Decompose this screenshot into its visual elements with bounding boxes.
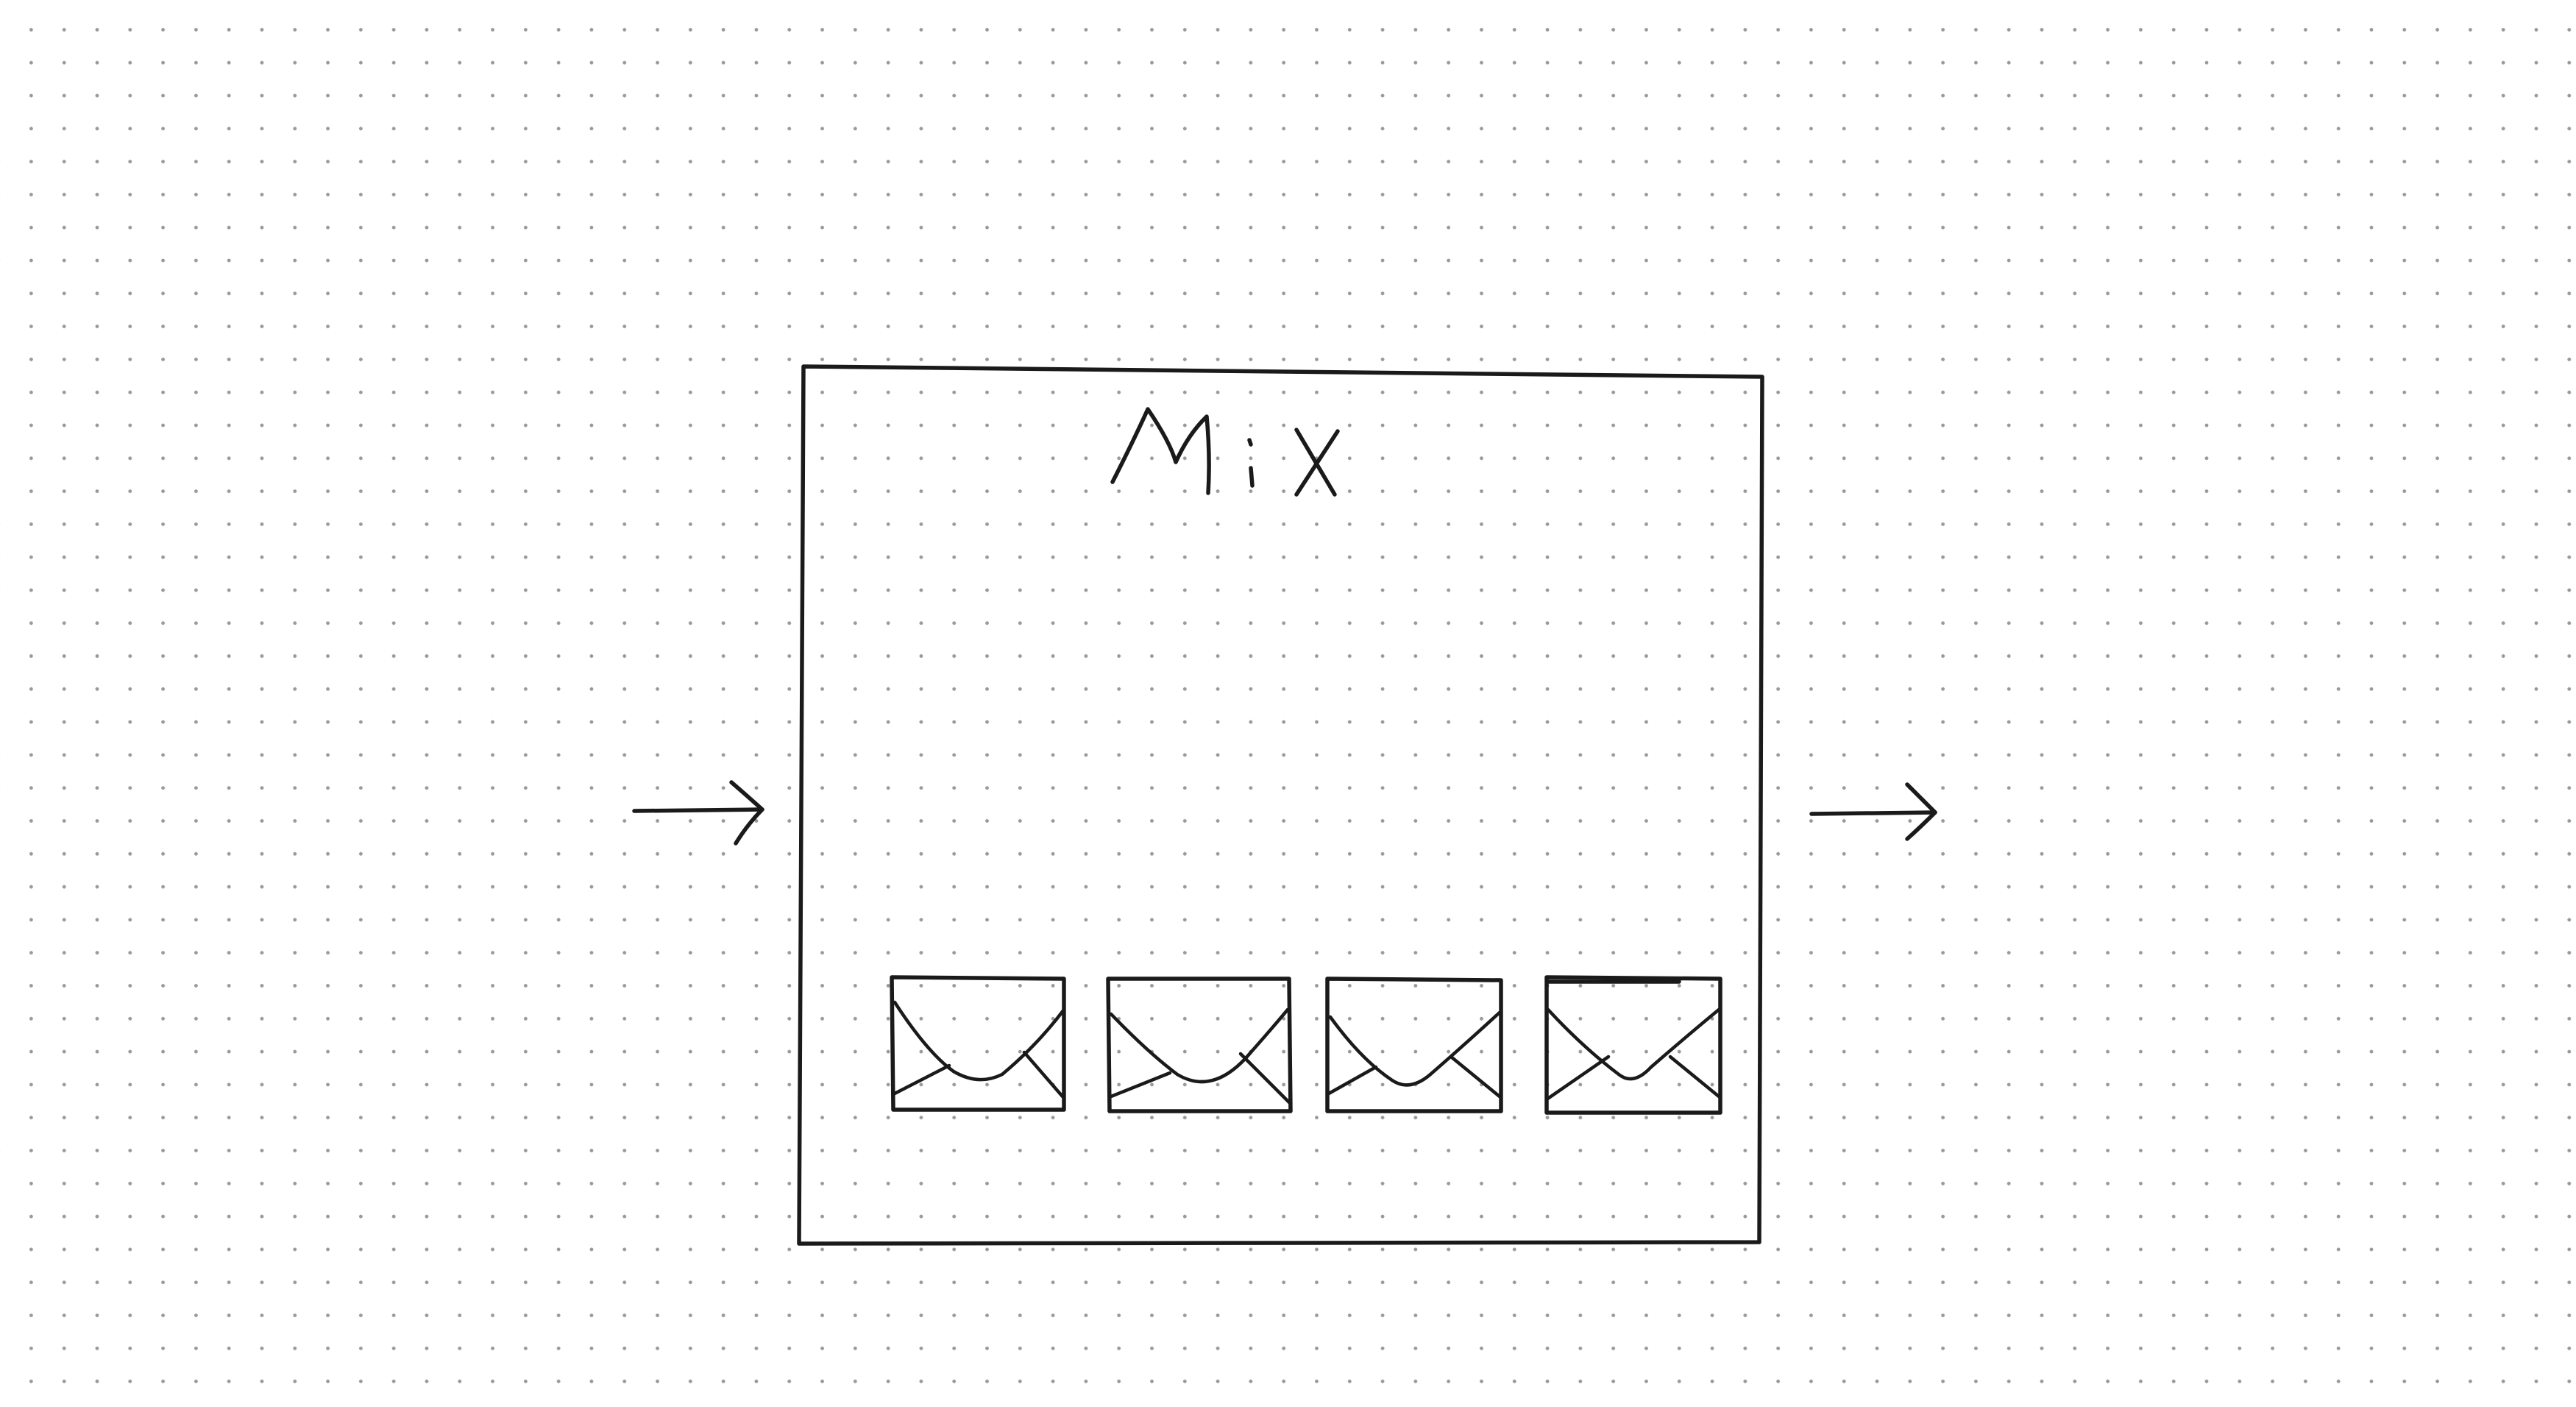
mix-label-text: Mix	[1214, 436, 1227, 444]
mix-box	[797, 364, 1764, 1246]
output-arrow-icon	[1809, 782, 1937, 841]
envelope-icon	[890, 975, 1066, 1112]
envelope-icon	[1106, 977, 1293, 1113]
mix-box-label: Mix	[1110, 407, 1340, 497]
input-arrow-icon	[632, 780, 764, 846]
envelope-icon	[1544, 975, 1722, 1115]
envelope-icon	[1325, 977, 1503, 1113]
